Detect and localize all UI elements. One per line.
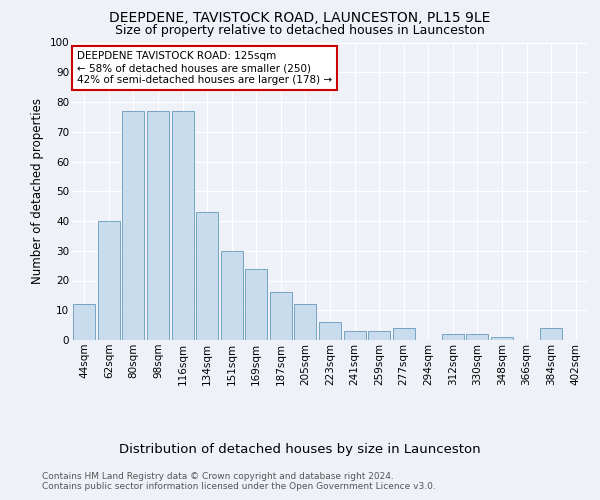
Bar: [540, 328, 562, 340]
Text: Distribution of detached houses by size in Launceston: Distribution of detached houses by size …: [119, 442, 481, 456]
Bar: [147, 111, 169, 340]
Bar: [245, 268, 268, 340]
Bar: [172, 111, 194, 340]
Bar: [466, 334, 488, 340]
Bar: [295, 304, 316, 340]
Bar: [392, 328, 415, 340]
Text: Size of property relative to detached houses in Launceston: Size of property relative to detached ho…: [115, 24, 485, 37]
Bar: [270, 292, 292, 340]
Text: DEEPDENE, TAVISTOCK ROAD, LAUNCESTON, PL15 9LE: DEEPDENE, TAVISTOCK ROAD, LAUNCESTON, PL…: [109, 11, 491, 25]
Text: Contains HM Land Registry data © Crown copyright and database right 2024.: Contains HM Land Registry data © Crown c…: [42, 472, 394, 481]
Bar: [73, 304, 95, 340]
Bar: [319, 322, 341, 340]
Bar: [122, 111, 145, 340]
Bar: [221, 250, 243, 340]
Text: DEEPDENE TAVISTOCK ROAD: 125sqm
← 58% of detached houses are smaller (250)
42% o: DEEPDENE TAVISTOCK ROAD: 125sqm ← 58% of…: [77, 52, 332, 84]
Y-axis label: Number of detached properties: Number of detached properties: [31, 98, 44, 284]
Bar: [442, 334, 464, 340]
Bar: [491, 337, 513, 340]
Bar: [196, 212, 218, 340]
Bar: [344, 331, 365, 340]
Text: Contains public sector information licensed under the Open Government Licence v3: Contains public sector information licen…: [42, 482, 436, 491]
Bar: [98, 221, 120, 340]
Bar: [368, 331, 390, 340]
